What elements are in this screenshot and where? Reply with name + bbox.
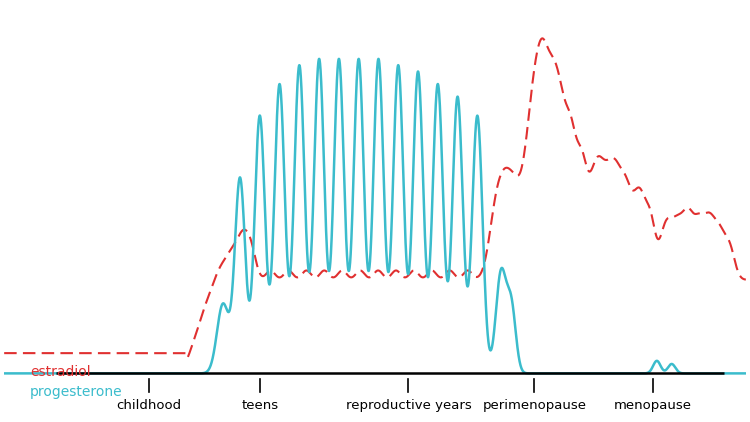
Text: estradiol: estradiol — [30, 365, 91, 379]
Text: menopause: menopause — [614, 399, 692, 412]
Text: reproductive years: reproductive years — [346, 399, 471, 412]
Text: teens: teens — [242, 399, 278, 412]
Text: perimenopause: perimenopause — [482, 399, 586, 412]
Text: progesterone: progesterone — [30, 385, 123, 399]
Text: childhood: childhood — [116, 399, 182, 412]
